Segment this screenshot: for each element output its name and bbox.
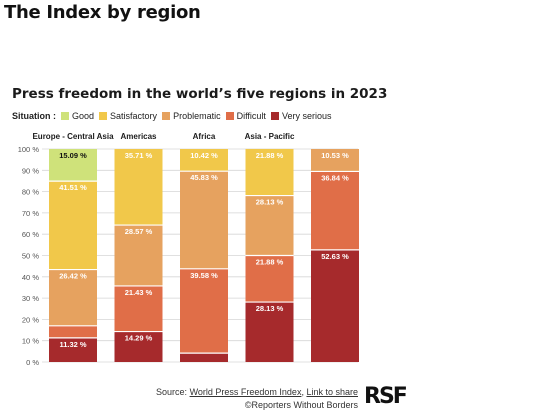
data-label: 28.13 %: [256, 198, 284, 207]
bar-segment: [311, 171, 359, 250]
chart-title: Press freedom in the world’s five region…: [12, 86, 388, 102]
data-label: 21.43 %: [125, 288, 153, 297]
bar-segment: [49, 337, 97, 362]
legend-swatch: [99, 112, 108, 120]
footer-separator: ,: [301, 387, 307, 397]
bar-segment: [180, 353, 228, 362]
data-label: 39.58 %: [190, 271, 218, 280]
data-label: 15.09 %: [59, 151, 87, 160]
data-label: 28.13 %: [256, 304, 284, 313]
bar-segment: [49, 269, 97, 326]
bar-segment: [311, 249, 359, 362]
legend-label: Difficult: [236, 111, 266, 121]
source-prefix: Source:: [156, 387, 190, 397]
category-label: Americas: [120, 132, 157, 141]
data-label: 10.42 %: [190, 151, 218, 160]
legend-swatch: [61, 112, 69, 120]
data-label: 45.83 %: [190, 173, 218, 182]
bar-segment: [114, 331, 163, 362]
share-link[interactable]: Link to share: [306, 387, 358, 397]
data-label: 41.51 %: [59, 183, 87, 192]
legend-item-satisfactory: Satisfactory: [99, 111, 157, 121]
bar-segment: [180, 171, 228, 269]
copyright: ©Reporters Without Borders: [244, 400, 358, 410]
y-tick-label: 80 %: [22, 188, 39, 197]
legend: Situation : Good Satisfactory Problematic D…: [12, 111, 336, 121]
y-tick-label: 40 %: [22, 273, 39, 282]
y-tick-label: 100 %: [18, 145, 40, 154]
y-tick-label: 90 %: [22, 166, 39, 175]
bar-segment: [114, 285, 163, 332]
legend-swatch: [270, 112, 279, 120]
legend-label: Very serious: [281, 111, 332, 121]
bar-segment: [49, 181, 97, 270]
legend-title: Situation :: [12, 111, 56, 121]
legend-item-difficult: Difficult: [225, 111, 266, 121]
bar-segment: [114, 149, 163, 226]
y-tick-label: 50 %: [22, 252, 39, 261]
bar-segment: [49, 149, 97, 182]
data-label: 36.84 %: [321, 173, 349, 182]
y-tick-label: 70 %: [22, 209, 39, 218]
y-tick-label: 10 %: [22, 337, 39, 346]
legend-label: Satisfactory: [110, 111, 158, 121]
data-label: 11.32 %: [59, 340, 86, 349]
legend-label: Problematic: [173, 111, 221, 121]
bar-segment: [245, 302, 294, 362]
data-label: 10.53 %: [321, 151, 349, 160]
data-label: 35.71 %: [125, 151, 153, 160]
y-tick-label: 60 %: [22, 230, 39, 239]
y-tick-label: 20 %: [22, 315, 39, 324]
data-label: 14.29 %: [125, 334, 153, 343]
bar-segment: [114, 225, 163, 286]
footer: Source: World Press Freedom Index, Link …: [156, 386, 358, 412]
legend-item-problematic: Problematic: [162, 111, 221, 121]
data-label: 28.57 %: [125, 227, 153, 236]
data-label: 21.88 %: [256, 257, 284, 266]
y-tick-label: 30 %: [22, 294, 39, 303]
bar-segment: [245, 195, 294, 256]
legend-item-good: Good: [61, 111, 94, 121]
rsf-logo: RSF: [364, 384, 408, 409]
category-label: Africa: [193, 132, 216, 141]
data-label: 26.42 %: [59, 272, 87, 281]
bar-segment: [49, 325, 97, 338]
category-label: Europe - Central Asia: [32, 132, 114, 141]
bar-segment: [311, 149, 359, 172]
y-tick-label: 0 %: [26, 358, 39, 367]
bar-segment: [245, 255, 294, 303]
page-heading: The Index by region: [4, 2, 201, 23]
legend-item-very-serious: Very serious: [270, 111, 332, 121]
data-label: 21.88 %: [256, 151, 284, 160]
category-label: Asia - Pacific: [245, 132, 295, 141]
legend-label: Good: [72, 111, 95, 121]
source-link[interactable]: World Press Freedom Index: [189, 387, 302, 397]
legend-swatch: [225, 112, 234, 120]
legend-swatch: [162, 112, 171, 120]
bar-segment: [180, 268, 228, 354]
data-label: 52.63 %: [321, 252, 349, 261]
bar-segment: [180, 149, 228, 172]
bar-segment: [245, 148, 294, 196]
